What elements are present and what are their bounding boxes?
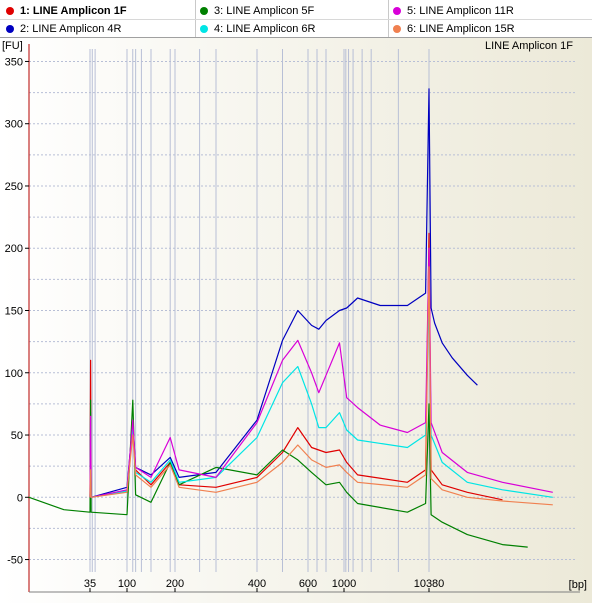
x-tick-label: 600: [299, 578, 317, 590]
chart-background: [0, 38, 592, 603]
x-axis-label: [bp]: [569, 579, 587, 591]
axes: -50 0 50 100 150 200 250 300 350 35 100 200 400 600 10…: [5, 44, 580, 593]
y-tick-label: 50: [11, 430, 23, 442]
y-tick-label: 150: [5, 306, 23, 318]
chart-title: LINE Amplicon 1F: [485, 40, 573, 52]
legend-item-2[interactable]: 2: LINE Amplicon 4R: [6, 20, 122, 37]
y-tick-label: 200: [5, 243, 23, 255]
legend-item-label: 1: LINE Amplicon 1F: [20, 4, 127, 17]
series-dot-icon: [200, 6, 208, 15]
x-tick-label: 200: [166, 578, 184, 590]
legend-item-1[interactable]: 1: LINE Amplicon 1F: [6, 2, 127, 19]
series-dot-icon: [6, 24, 14, 33]
x-tick-label: 35: [84, 578, 96, 590]
x-tick-label: 10380: [414, 578, 445, 590]
legend-item-label: 4: LINE Amplicon 6R: [214, 22, 316, 35]
y-tick-label: 250: [5, 181, 23, 193]
electropherogram-chart: -50 0 50 100 150 200 250 300 350 35 100 200 400 600 10…: [0, 38, 592, 603]
x-tick-label: 100: [118, 578, 136, 590]
legend-item-label: 2: LINE Amplicon 4R: [20, 22, 122, 35]
y-axis-label: [FU]: [2, 40, 23, 52]
series-layer: [28, 88, 553, 548]
y-tick-label: 0: [17, 492, 23, 504]
series-dot-icon: [393, 6, 401, 15]
series-dot-icon: [6, 6, 14, 15]
series-line: [89, 266, 553, 506]
x-tick-label: 400: [248, 578, 266, 590]
legend-border: [0, 37, 592, 38]
legend-item-3[interactable]: 3: LINE Amplicon 5F: [200, 2, 314, 19]
legend-item-label: 6: LINE Amplicon 15R: [407, 22, 515, 35]
series-line: [28, 399, 528, 548]
series-dot-icon: [200, 24, 208, 33]
legend-item-4[interactable]: 4: LINE Amplicon 6R: [200, 20, 316, 37]
y-tick-label: 300: [5, 119, 23, 131]
y-tick-label: -50: [7, 555, 23, 567]
legend-divider: [0, 19, 592, 20]
x-tick-label: 1000: [332, 578, 356, 590]
legend-item-5[interactable]: 5: LINE Amplicon 11R: [393, 2, 514, 19]
legend-item-6[interactable]: 6: LINE Amplicon 15R: [393, 20, 515, 37]
y-tick-label: 100: [5, 368, 23, 380]
y-tick-label: 350: [5, 56, 23, 68]
legend: 1: LINE Amplicon 1F 2: LINE Amplicon 4R …: [0, 0, 592, 38]
legend-item-label: 5: LINE Amplicon 11R: [407, 4, 514, 17]
legend-item-label: 3: LINE Amplicon 5F: [214, 4, 315, 17]
series-dot-icon: [393, 24, 401, 33]
